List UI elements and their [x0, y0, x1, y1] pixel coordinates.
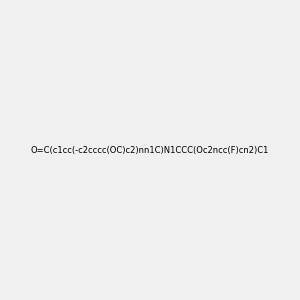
Text: O=C(c1cc(-c2cccc(OC)c2)nn1C)N1CCC(Oc2ncc(F)cn2)C1: O=C(c1cc(-c2cccc(OC)c2)nn1C)N1CCC(Oc2ncc…	[31, 146, 269, 154]
